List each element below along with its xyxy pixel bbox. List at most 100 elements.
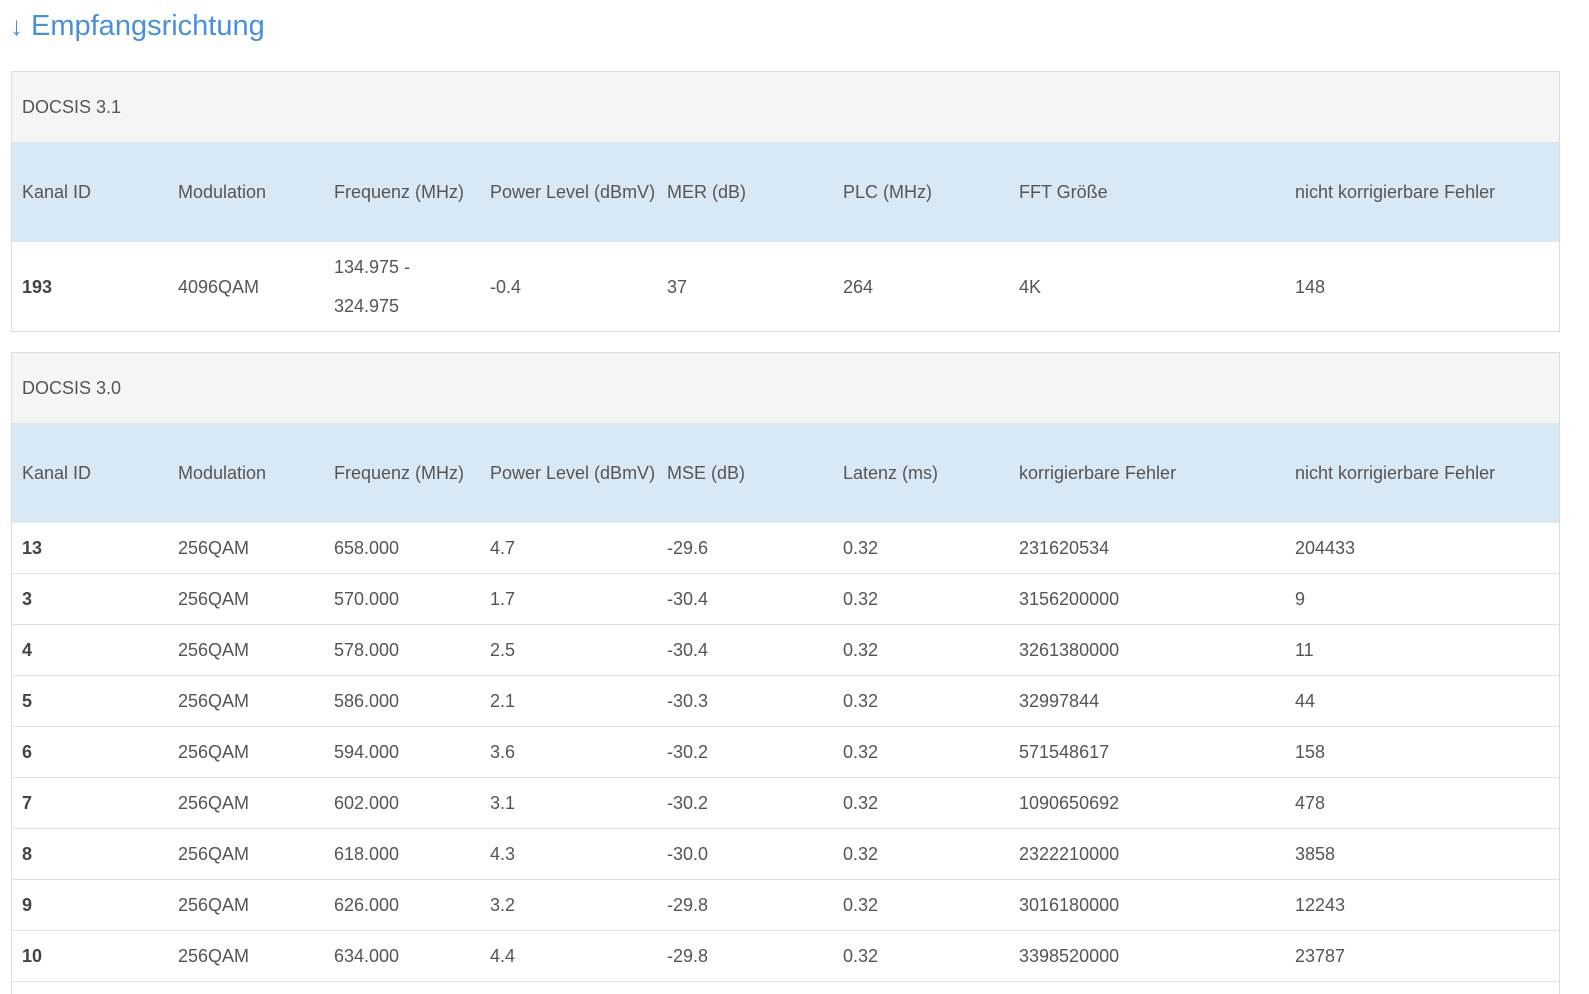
- table-header-row: Kanal ID Modulation Frequenz (MHz) Power Le…: [12, 142, 1559, 242]
- table-cell: -30.4: [667, 639, 709, 660]
- column-header: Frequenz (MHz): [334, 462, 465, 483]
- table-cell: 0.32: [843, 945, 879, 966]
- table-cell: 32997844: [1019, 690, 1100, 711]
- table-cell: 256QAM: [178, 792, 250, 813]
- table-cell: 4.3: [490, 843, 516, 864]
- table-cell: 10: [22, 945, 43, 966]
- table-cell: 571548617: [1019, 741, 1110, 762]
- table-cell: 8: [22, 843, 33, 864]
- table-cell: 578.000: [334, 639, 400, 660]
- table-cell: 1.7: [490, 588, 516, 609]
- table-cell: -30.2: [667, 792, 709, 813]
- table-cell: 256QAM: [178, 894, 250, 915]
- table-cell: 4K: [1019, 276, 1042, 297]
- table-cell: 11: [1295, 639, 1314, 660]
- table-cell: 256QAM: [178, 690, 250, 711]
- table-cell: 3858: [1295, 843, 1336, 864]
- table-cell: 4.7: [490, 537, 516, 558]
- column-header: Frequenz (MHz): [334, 181, 465, 202]
- table-cell: 44: [1295, 690, 1316, 711]
- table-cell: 158: [1295, 741, 1326, 762]
- table-cell: 12243: [1295, 894, 1346, 915]
- section-heading[interactable]: ↓ Empfangsrichtung: [10, 6, 265, 46]
- table-cell: 256QAM: [178, 537, 250, 558]
- table-cell: 0.32: [843, 792, 879, 813]
- table-cell: 256QAM: [178, 588, 250, 609]
- table-row: 7 256QAM 602.000 3.1 -30.2 0.32 1090650692 478: [12, 778, 1559, 829]
- column-header: FFT Größe: [1019, 181, 1108, 202]
- column-header: Latenz (ms): [843, 462, 939, 483]
- table-cell: 231620534: [1019, 537, 1110, 558]
- column-header: PLC (MHz): [843, 181, 932, 202]
- table-cell: 3156200000: [1019, 588, 1120, 609]
- column-header: Kanal ID: [22, 181, 92, 202]
- table-cell: 2322210000: [1019, 843, 1120, 864]
- table-cell: -30.4: [667, 588, 709, 609]
- table-cell: 658.000: [334, 537, 400, 558]
- table-cell: 3.1: [490, 792, 516, 813]
- table-cell: 37: [667, 276, 688, 297]
- column-header: MER (dB): [667, 181, 747, 202]
- table-row: 3 256QAM 570.000 1.7 -30.4 0.32 3156200000 9: [12, 574, 1559, 625]
- column-header: nicht korrigierbare Fehler: [1295, 462, 1496, 483]
- table-cell: -30.0: [667, 843, 709, 864]
- column-header: korrigierbare Fehler: [1019, 462, 1177, 483]
- table-cell: 2.1: [490, 690, 516, 711]
- table-cell: 3.2: [490, 894, 516, 915]
- table-row: 193 4096QAM 134.975 - 324.975 -0.4 37 264 4K 14…: [12, 242, 1559, 332]
- table-cell: -29.8: [667, 945, 709, 966]
- section-title: Empfangsrichtung: [31, 10, 265, 42]
- column-header: nicht korrigierbare Fehler: [1295, 181, 1496, 202]
- table-cell: 3: [22, 588, 33, 609]
- table-cell: 4.4: [490, 945, 516, 966]
- table-cell: 0.32: [843, 537, 879, 558]
- table-cell: 570.000: [334, 588, 400, 609]
- table-cell: 0.32: [843, 894, 879, 915]
- table-cell: 602.000: [334, 792, 400, 813]
- table-cell: 204433: [1295, 537, 1356, 558]
- table-cell: 1090650692: [1019, 792, 1120, 813]
- table-cell: 6: [22, 741, 33, 762]
- column-header: MSE (dB): [667, 462, 746, 483]
- table-cell: 626.000: [334, 894, 400, 915]
- docsis31-panel: DOCSIS 3.1 Kanal ID Modulation Frequenz (M…: [11, 71, 1560, 332]
- table-row: 10 256QAM 634.000 4.4 -29.8 0.32 3398520000 237…: [12, 931, 1559, 982]
- table-cell: 4: [22, 639, 33, 660]
- table-cell: 134.975 - 324.975: [334, 257, 411, 316]
- table-row: 13 256QAM 658.000 4.7 -29.6 0.32 231620534 2044…: [12, 523, 1559, 574]
- table-row: 4 256QAM 578.000 2.5 -30.4 0.32 3261380000 11: [12, 625, 1559, 676]
- table-cell: 634.000: [334, 945, 400, 966]
- table-cell: -29.6: [667, 537, 709, 558]
- table-cell: 618.000: [334, 843, 400, 864]
- table-cell: 148: [1295, 276, 1326, 297]
- column-header: Power Level (dBmV): [490, 462, 656, 483]
- docsis30-title: DOCSIS 3.0: [12, 353, 1559, 423]
- table-cell: 3398520000: [1019, 945, 1120, 966]
- table-cell: -30.2: [667, 741, 709, 762]
- table-cell: 256QAM: [178, 741, 250, 762]
- column-header: Power Level (dBmV): [490, 181, 656, 202]
- column-header: Modulation: [178, 181, 267, 202]
- table-cell: 0.32: [843, 690, 879, 711]
- table-cell: 594.000: [334, 741, 400, 762]
- table-row: 9 256QAM 626.000 3.2 -29.8 0.32 3016180000 1224…: [12, 880, 1559, 931]
- table-cell: 478: [1295, 792, 1326, 813]
- table-cell: 264: [843, 276, 874, 297]
- column-header: Kanal ID: [22, 462, 92, 483]
- table-row: 5 256QAM 586.000 2.1 -30.3 0.32 32997844 44: [12, 676, 1559, 727]
- table-cell: -30.3: [667, 690, 709, 711]
- table-row: 8 256QAM 618.000 4.3 -30.0 0.32 2322210000 3858: [12, 829, 1559, 880]
- table-cell: 9: [1295, 588, 1306, 609]
- table-cell: 3.6: [490, 741, 516, 762]
- table-cell: 0.32: [843, 843, 879, 864]
- table-cell: 4096QAM: [178, 276, 260, 297]
- docsis31-table: Kanal ID Modulation Frequenz (MHz) Power Le…: [12, 142, 1559, 332]
- table-cell: 586.000: [334, 690, 400, 711]
- table-cell: 3261380000: [1019, 639, 1120, 660]
- table-cell: -0.4: [490, 276, 522, 297]
- table-cell: 256QAM: [178, 639, 250, 660]
- table-cell: 0.32: [843, 639, 879, 660]
- docsis30-table: Kanal ID Modulation Frequenz (MHz) Power Le…: [12, 423, 1559, 982]
- table-row: 6 256QAM 594.000 3.6 -30.2 0.32 571548617 158: [12, 727, 1559, 778]
